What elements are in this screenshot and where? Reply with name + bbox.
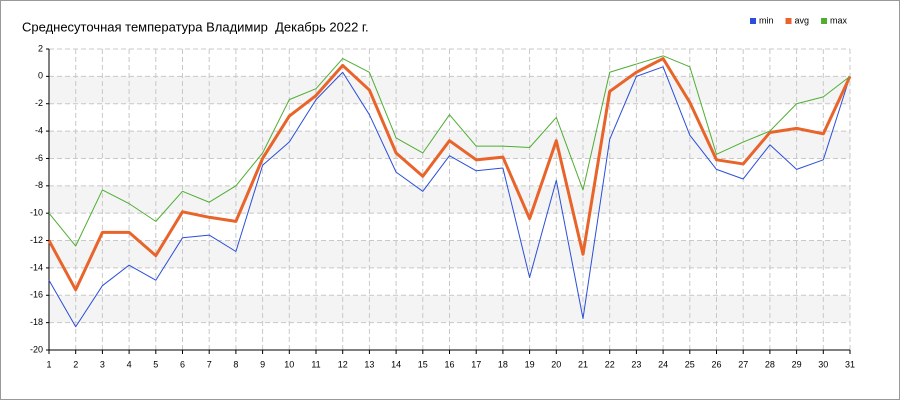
x-tick-label: 27 (738, 359, 748, 369)
legend-label: max (830, 15, 848, 25)
x-tick-label: 3 (100, 359, 105, 369)
x-tick-label: 25 (685, 359, 695, 369)
x-tick-label: 6 (180, 359, 185, 369)
y-tick-label: 0 (38, 71, 43, 81)
y-tick-label: -10 (30, 208, 43, 218)
y-tick-label: -14 (30, 262, 43, 272)
x-tick-label: 21 (578, 359, 588, 369)
x-tick-label: 8 (233, 359, 238, 369)
legend-swatch (785, 18, 792, 24)
x-tick-label: 13 (364, 359, 374, 369)
x-tick-label: 28 (765, 359, 775, 369)
x-tick-label: 15 (418, 359, 428, 369)
x-tick-label: 14 (391, 359, 401, 369)
x-tick-label: 16 (444, 359, 454, 369)
series-line (48, 55, 851, 247)
band (49, 185, 850, 214)
x-tick-label: 22 (605, 359, 615, 369)
legend-swatch (750, 18, 756, 24)
x-tick-label: 29 (792, 359, 802, 369)
x-tick-label: 2 (73, 359, 78, 369)
x-tick-label: 7 (207, 359, 212, 369)
x-tick-label: 18 (498, 359, 508, 369)
x-tick-label: 10 (284, 359, 294, 369)
y-tick-label: -12 (30, 235, 43, 245)
legend: min avg max (750, 15, 848, 25)
chart-title: Среднесуточная температура Владимир Дека… (22, 19, 369, 34)
x-tick-label: 24 (658, 359, 668, 369)
x-tick-label: 30 (818, 359, 828, 369)
x-tick-label: 9 (260, 359, 265, 369)
y-tick-label: -16 (30, 290, 43, 300)
x-tick-label: 17 (471, 359, 481, 369)
x-tick-label: 23 (631, 359, 641, 369)
x-tick-label: 12 (338, 359, 348, 369)
legend-swatch (821, 18, 828, 24)
x-tick-label: 11 (311, 359, 320, 369)
x-tick-label: 1 (46, 359, 51, 369)
y-tick-label: -2 (35, 98, 43, 108)
y-tick-label: -18 (30, 317, 43, 327)
x-tick-label: 5 (153, 359, 158, 369)
legend-label: min (759, 15, 774, 25)
x-tick-label: 4 (127, 359, 132, 369)
x-tick-label: 20 (551, 359, 561, 369)
series-line (47, 57, 852, 292)
y-tick-label: -20 (30, 344, 43, 354)
y-tick-label: 2 (38, 43, 43, 53)
x-tick-label: 19 (525, 359, 535, 369)
y-tick-label: -4 (35, 125, 43, 135)
x-tick-label: 26 (711, 359, 721, 369)
x-tick-label: 31 (845, 359, 855, 369)
y-tick-label: -8 (35, 180, 43, 190)
series-line (48, 66, 851, 328)
y-tick-label: -6 (35, 153, 43, 163)
legend-label: avg (795, 15, 810, 25)
